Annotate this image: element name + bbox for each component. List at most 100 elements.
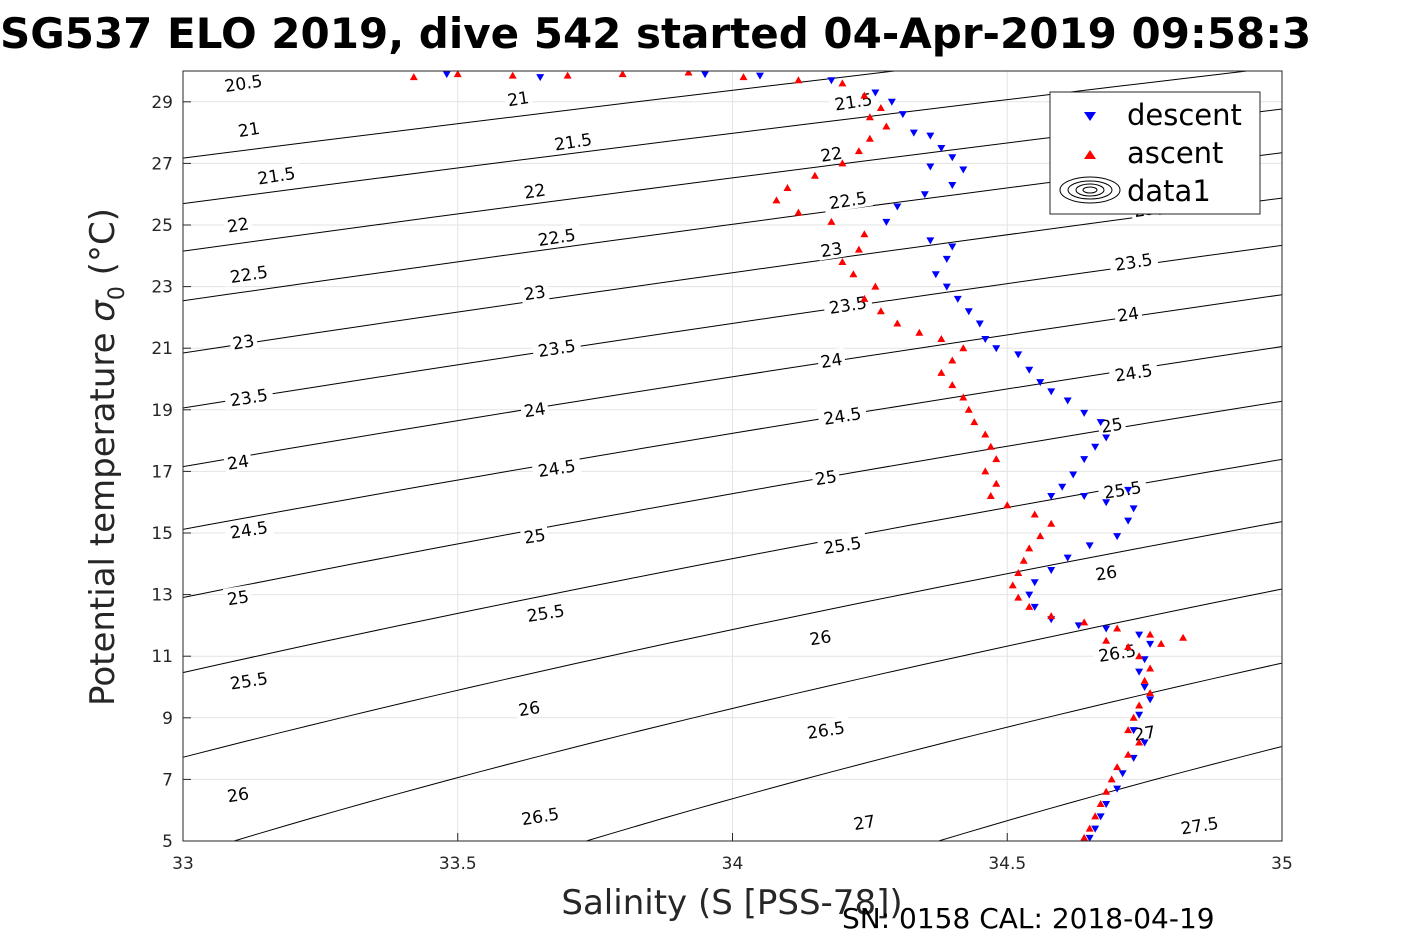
contour-line	[183, 108, 1282, 252]
ascent-point	[1096, 800, 1105, 808]
descent-point	[926, 237, 935, 245]
contour-line	[584, 662, 1282, 841]
contour-label-bg	[816, 236, 847, 261]
descent-point	[1080, 409, 1089, 417]
descent-point	[1047, 388, 1056, 396]
contour-label-bg	[223, 666, 275, 694]
descent-point	[1091, 443, 1100, 451]
contour-label-text: 26	[226, 784, 251, 807]
contour-label-bg	[547, 127, 599, 155]
ascent-point	[1014, 593, 1023, 601]
descent-point	[1135, 711, 1144, 719]
ascent-point	[1036, 532, 1045, 540]
contour-label-text: 26	[808, 627, 833, 650]
contour-label: 25.5	[223, 666, 275, 695]
ascent-point	[860, 91, 869, 99]
descent-point	[920, 191, 929, 199]
ascent-point	[849, 270, 858, 278]
contour-label-text: 23	[819, 239, 844, 262]
descent-point	[755, 72, 764, 80]
y-tick-label: 19	[151, 401, 173, 421]
descent-point	[964, 308, 973, 316]
descent-point	[827, 77, 836, 85]
x-tick-label: 34.5	[988, 854, 1026, 874]
contour-label: 26	[1091, 560, 1121, 586]
y-tick-label: 27	[151, 154, 173, 174]
ascent-point	[1179, 633, 1188, 641]
ascent-point	[1047, 519, 1056, 527]
ascent-point	[508, 71, 517, 79]
ascent-point	[1146, 689, 1155, 697]
descent-point	[1069, 471, 1078, 479]
chart-title: SG537 ELO 2019, dive 542 started 04-Apr-…	[0, 9, 1311, 58]
descent-point	[948, 243, 957, 251]
contour-label-text: 22	[819, 144, 844, 167]
ascent-point	[860, 294, 869, 302]
contour-label-text: 24	[226, 452, 251, 475]
contour-label: 27	[1129, 720, 1160, 746]
legend-marker-descent	[1084, 112, 1096, 121]
ascent-point	[981, 467, 990, 475]
y-tick-label: 23	[151, 278, 173, 298]
contour-label: 24	[1113, 301, 1143, 327]
x-axis-label: Salinity (S [PSS-78])	[561, 883, 902, 923]
descent-point	[1063, 397, 1072, 405]
ascent-point	[1025, 602, 1034, 610]
descent-point	[942, 255, 951, 263]
y-tick-label: 5	[162, 832, 173, 852]
ascent-point	[992, 455, 1001, 463]
contour-label-text: 26	[517, 698, 542, 721]
ascent-point	[1008, 581, 1017, 589]
y-tick-label: 25	[151, 216, 173, 236]
contour-label-bg	[503, 85, 533, 110]
contour-label-bg	[822, 290, 874, 318]
descent-point	[893, 203, 902, 211]
ascent-point	[1129, 713, 1138, 721]
contour-label-bg	[222, 584, 253, 609]
contour-label: 24	[816, 347, 847, 373]
contour-label: 21	[503, 85, 533, 111]
ascent-point	[794, 76, 803, 84]
contour-label-text: 23	[523, 282, 548, 305]
contour-line	[183, 400, 1282, 599]
contour-label-text: 24	[1116, 304, 1141, 327]
descent-point	[992, 345, 1001, 353]
contour-line	[183, 521, 1282, 758]
contour-label-bg	[217, 68, 269, 96]
contour-label-bg	[222, 212, 253, 237]
contour-label-bg	[222, 449, 253, 474]
ascent-point	[1146, 630, 1155, 638]
x-tick-label: 33	[172, 854, 194, 874]
descent-point	[975, 320, 984, 328]
contour-label-bg	[1096, 412, 1127, 437]
contour-label: 23.5	[223, 382, 275, 411]
legend-marker-ascent	[1084, 150, 1096, 159]
ascent-point	[1113, 763, 1122, 771]
descent-point	[871, 89, 880, 97]
contour-label-text: 24	[523, 399, 548, 422]
contour-label-bg	[222, 781, 253, 806]
ascent-point	[1030, 510, 1039, 518]
descent-point	[1129, 727, 1138, 735]
descent-point	[1102, 625, 1111, 633]
data-points	[409, 71, 1188, 841]
ascent-point	[1135, 652, 1144, 660]
descent-point	[1063, 554, 1072, 562]
descent-point	[536, 74, 545, 82]
ascent-point	[865, 134, 874, 142]
descent-point	[442, 71, 451, 79]
contour-label-text: 27	[852, 812, 877, 835]
contour-label: 23	[519, 279, 550, 305]
ascent-point	[959, 393, 968, 401]
ascent-point	[1102, 787, 1111, 795]
ascent-point	[1146, 664, 1155, 672]
contour-label: 25	[519, 523, 550, 549]
grid-lines	[182, 71, 1283, 842]
ascent-point	[948, 381, 957, 389]
descent-point	[926, 132, 935, 140]
legend-label-data1: data1	[1127, 174, 1211, 208]
ascent-point	[838, 257, 847, 265]
descent-point	[1025, 366, 1034, 374]
ascent-point	[970, 418, 979, 426]
contour-label: 21	[233, 116, 264, 142]
